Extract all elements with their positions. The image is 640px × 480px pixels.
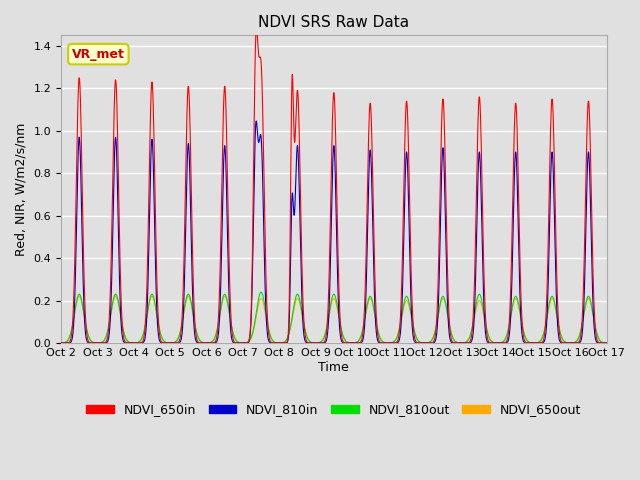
NDVI_650in xyxy=(262,246,269,252)
NDVI_810out xyxy=(174,336,182,342)
NDVI_810in xyxy=(409,333,417,338)
NDVI_650out xyxy=(174,336,182,342)
NDVI_650out xyxy=(601,340,609,346)
NDVI_810out xyxy=(57,340,65,346)
NDVI_810out xyxy=(168,340,176,346)
NDVI_810out xyxy=(486,337,494,343)
NDVI_650out xyxy=(486,337,494,343)
NDVI_650out xyxy=(603,340,611,346)
NDVI_810out xyxy=(262,306,269,312)
NDVI_650in xyxy=(601,340,609,346)
NDVI_650in xyxy=(57,340,65,346)
NDVI_810out xyxy=(409,322,417,328)
NDVI_650out xyxy=(409,324,417,329)
NDVI_650out xyxy=(57,340,65,346)
NDVI_650in xyxy=(603,340,611,346)
Y-axis label: Red, NIR, W/m2/s/nm: Red, NIR, W/m2/s/nm xyxy=(15,122,28,256)
Title: NDVI SRS Raw Data: NDVI SRS Raw Data xyxy=(258,15,410,30)
NDVI_810in xyxy=(252,118,260,124)
Legend: NDVI_650in, NDVI_810in, NDVI_810out, NDVI_650out: NDVI_650in, NDVI_810in, NDVI_810out, NDV… xyxy=(81,398,586,421)
Line: NDVI_650out: NDVI_650out xyxy=(61,296,607,343)
NDVI_650in xyxy=(486,340,494,346)
NDVI_810out xyxy=(601,340,609,346)
NDVI_810out xyxy=(257,289,265,295)
NDVI_810in xyxy=(174,340,182,346)
Text: VR_met: VR_met xyxy=(72,48,125,60)
NDVI_810in xyxy=(262,290,269,296)
NDVI_810in xyxy=(486,340,494,346)
NDVI_810in xyxy=(603,340,611,346)
NDVI_650in xyxy=(409,320,417,325)
NDVI_810in xyxy=(168,340,176,346)
NDVI_810in xyxy=(57,340,65,346)
Line: NDVI_650in: NDVI_650in xyxy=(61,28,607,343)
NDVI_650out xyxy=(168,340,176,346)
Line: NDVI_810out: NDVI_810out xyxy=(61,292,607,343)
NDVI_810out xyxy=(603,340,611,346)
NDVI_650in xyxy=(253,25,260,31)
NDVI_650in xyxy=(174,340,182,346)
Line: NDVI_810in: NDVI_810in xyxy=(61,121,607,343)
NDVI_810in xyxy=(601,340,609,346)
NDVI_650out xyxy=(76,293,83,299)
NDVI_650out xyxy=(262,310,269,316)
X-axis label: Time: Time xyxy=(319,360,349,373)
NDVI_650in xyxy=(168,340,176,346)
